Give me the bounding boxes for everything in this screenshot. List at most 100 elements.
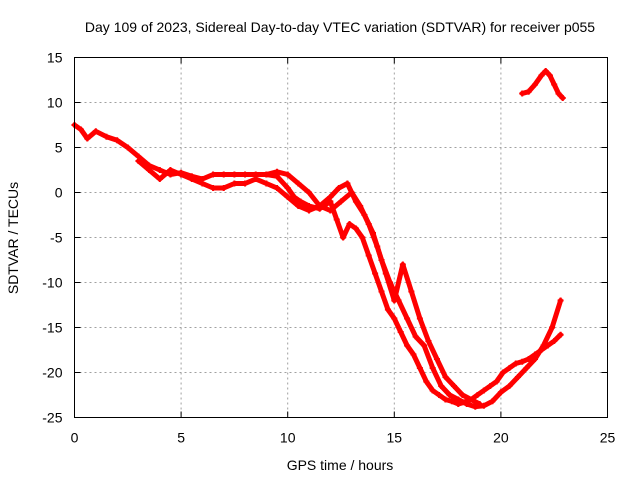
data-point	[124, 144, 131, 151]
data-point	[77, 126, 84, 133]
data-point	[291, 194, 298, 200]
data-point	[404, 342, 411, 349]
data-point	[476, 401, 483, 407]
data-point	[416, 315, 423, 322]
data-point	[450, 383, 457, 389]
data-point	[335, 185, 342, 191]
data-point	[327, 207, 334, 214]
data-point	[532, 356, 539, 362]
data-point	[506, 383, 513, 389]
plot-frame	[74, 57, 608, 418]
x-tick-label: 10	[280, 430, 296, 446]
data-point	[306, 207, 313, 214]
data-point	[344, 180, 351, 187]
data-point	[506, 365, 513, 371]
data-point	[316, 203, 323, 209]
data-point	[557, 297, 564, 304]
y-tick-label: -5	[50, 230, 63, 246]
data-point	[295, 180, 302, 187]
x-tick-label: 5	[177, 430, 185, 446]
y-tick-label: 0	[55, 185, 63, 201]
y-tick-label: 10	[47, 95, 63, 111]
data-point	[404, 315, 411, 322]
data-point	[295, 203, 302, 209]
y-tick-label: 5	[55, 140, 63, 156]
data-point	[557, 331, 564, 338]
data-point	[84, 135, 91, 142]
series-layer	[71, 68, 566, 410]
data-point	[242, 180, 249, 187]
data-point	[382, 270, 389, 277]
data-point	[365, 221, 372, 227]
data-point	[397, 329, 404, 335]
data-point	[378, 288, 385, 295]
data-point	[167, 167, 174, 173]
data-point	[391, 297, 398, 304]
data-point	[346, 221, 353, 227]
data-point	[448, 398, 455, 405]
data-point	[384, 306, 391, 313]
data-point	[357, 203, 364, 209]
data-point	[252, 176, 259, 182]
data-point	[442, 374, 449, 380]
data-point	[156, 176, 163, 182]
data-point	[463, 401, 470, 407]
data-point	[523, 365, 530, 371]
y-tick-label: 15	[47, 50, 63, 66]
data-point	[103, 133, 110, 140]
x-tick-label: 15	[387, 430, 403, 446]
data-point	[338, 198, 344, 205]
data-point	[297, 198, 304, 205]
data-point	[333, 216, 340, 223]
data-point	[429, 365, 436, 371]
y-tick-label: -25	[42, 410, 62, 426]
data-point	[412, 333, 419, 340]
data-point	[519, 358, 526, 365]
data-point	[135, 158, 142, 164]
data-point	[493, 378, 500, 385]
data-point	[468, 396, 475, 403]
data-point	[210, 171, 217, 178]
data-point	[459, 392, 466, 398]
ticks-layer: 0 5 10 15 20 25 -25 -20 -15 -10 -5 0 5 10 15	[42, 50, 615, 446]
series-line-trace-c	[263, 169, 483, 407]
data-point	[442, 396, 449, 403]
data-point	[421, 342, 428, 349]
data-point	[497, 389, 504, 396]
data-point	[365, 252, 372, 259]
y-axis-label: SDTVAR / TECUs	[5, 182, 21, 294]
data-point	[540, 342, 547, 349]
data-point	[423, 378, 430, 385]
data-point	[429, 387, 436, 394]
data-point	[199, 180, 206, 187]
data-point	[359, 234, 366, 241]
data-point	[210, 185, 217, 191]
data-point	[284, 194, 291, 200]
data-point	[220, 171, 227, 178]
data-point	[474, 392, 481, 398]
data-point	[549, 324, 556, 331]
data-point	[433, 356, 440, 362]
data-point	[92, 128, 99, 135]
data-point	[446, 392, 453, 398]
y-tick-label: -20	[42, 365, 62, 381]
data-point	[472, 403, 479, 410]
data-point	[263, 180, 270, 187]
data-point	[480, 402, 487, 409]
data-point	[231, 171, 238, 178]
data-point	[188, 176, 195, 182]
data-point	[542, 68, 549, 74]
chart-title: Day 109 of 2023, Sidereal Day-to-day VTE…	[85, 19, 595, 35]
data-point	[436, 392, 443, 398]
data-point	[374, 243, 381, 250]
x-tick-label: 0	[71, 430, 79, 446]
data-point	[546, 72, 553, 79]
x-tick-label: 25	[600, 430, 616, 446]
data-point	[514, 374, 521, 380]
data-point	[348, 189, 355, 196]
x-axis-label: GPS time / hours	[287, 457, 394, 473]
data-point	[408, 288, 415, 295]
data-point	[532, 81, 539, 88]
series-line-trace-b	[136, 158, 564, 410]
